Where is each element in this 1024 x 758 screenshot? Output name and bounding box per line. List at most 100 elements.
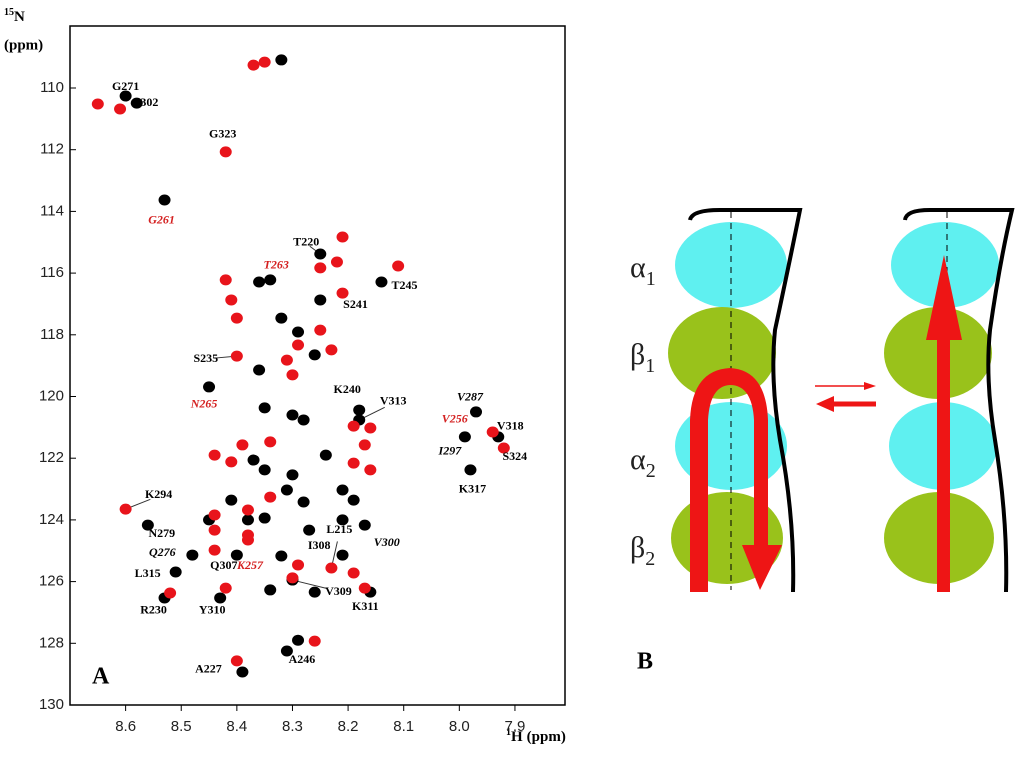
x-tick-label: 8.5 (171, 718, 192, 735)
subscript: 1 (645, 355, 655, 377)
peak (458, 431, 471, 443)
symbol: α (630, 251, 646, 284)
symbol: β (630, 531, 645, 564)
peak-label: A246 (289, 652, 316, 666)
peak (225, 494, 238, 506)
peak (297, 496, 310, 508)
peak (358, 582, 371, 594)
peak (253, 364, 266, 376)
peak-label: G271 (112, 79, 139, 93)
peak-label: N279 (149, 526, 176, 540)
peak (286, 469, 299, 481)
peak (292, 339, 305, 351)
peak (230, 312, 243, 324)
peak-label: G323 (209, 127, 236, 141)
segment-label: α1 (630, 251, 656, 290)
y-tick-label: 112 (40, 141, 64, 158)
y-tick-label: 110 (40, 79, 64, 96)
forward-head (864, 382, 876, 390)
peak (347, 494, 360, 506)
peak (336, 484, 349, 496)
peak (119, 503, 132, 515)
peak (208, 509, 221, 521)
mass: 1 (506, 727, 511, 738)
peak (308, 635, 321, 647)
peak (336, 287, 349, 299)
peak-label: V313 (380, 394, 407, 408)
y-tick-label: 126 (39, 573, 64, 590)
peak (297, 414, 310, 426)
peak (303, 524, 316, 536)
peak (230, 350, 243, 362)
y-tick-label: 124 (39, 511, 64, 528)
peak (225, 456, 238, 468)
peak-label: K311 (352, 599, 379, 613)
equilibrium-arrows (815, 382, 876, 412)
peak-label: G302 (131, 95, 158, 109)
x-axis-label: 1H (ppm) (506, 727, 566, 745)
peak (280, 354, 293, 366)
peak (286, 409, 299, 421)
peak (364, 464, 377, 476)
symbol: α (630, 443, 646, 476)
peak-label: N265 (190, 397, 218, 411)
peak (353, 404, 366, 416)
peak (241, 534, 254, 546)
peak (258, 56, 271, 68)
peak (247, 59, 260, 71)
y-tick-label: 116 (40, 264, 64, 281)
segment-label: β1 (630, 338, 655, 377)
peak-label: I297 (438, 444, 463, 458)
outline (688, 208, 803, 593)
peak (358, 439, 371, 451)
peak (375, 276, 388, 288)
peak (358, 519, 371, 531)
peak (258, 464, 271, 476)
peak-label: L315 (135, 566, 161, 580)
peak (314, 262, 327, 274)
peak-label: L215 (326, 522, 352, 536)
peak (264, 491, 277, 503)
y-tick-label: 122 (39, 449, 64, 466)
peak (208, 544, 221, 556)
peak-label: I308 (308, 538, 331, 552)
peak (91, 98, 104, 110)
peak-label: V300 (374, 535, 400, 549)
peak (347, 420, 360, 432)
peak-label: S324 (502, 449, 527, 463)
arrow-straight (926, 255, 962, 592)
peak-label: Y310 (199, 603, 226, 617)
peak-label: V256 (442, 412, 468, 426)
peak (208, 524, 221, 536)
peak-label: T263 (264, 258, 289, 272)
peak (119, 90, 132, 102)
y-tick-label: 118 (40, 326, 64, 343)
peak-label: Q307 (210, 558, 237, 572)
x-tick-label: 7.9 (505, 718, 526, 735)
segment-label: α2 (630, 443, 656, 482)
peak-label: K240 (334, 382, 361, 396)
y-tick-label: 114 (40, 202, 64, 219)
peak (141, 519, 154, 531)
x-tick-label: 8.6 (115, 718, 136, 735)
peak (314, 248, 327, 260)
peak (280, 645, 293, 657)
peak-label: T220 (293, 235, 319, 249)
peak (497, 442, 510, 454)
peak-label: K317 (459, 482, 486, 496)
peak-label: V287 (457, 390, 484, 404)
peak (275, 312, 288, 324)
x-tick-label: 8.2 (338, 718, 359, 735)
y-axis-unit: (ppm) (4, 37, 43, 53)
y-axis-label: 15N (4, 7, 25, 25)
peak-label: S235 (194, 351, 219, 365)
peak (186, 549, 199, 561)
peak-label: K294 (145, 487, 172, 501)
subscript: 2 (646, 460, 656, 482)
peak (219, 146, 232, 158)
x-tick-label: 8.0 (449, 718, 470, 735)
unit: (ppm) (527, 729, 566, 745)
peak (236, 439, 249, 451)
peak (275, 54, 288, 66)
